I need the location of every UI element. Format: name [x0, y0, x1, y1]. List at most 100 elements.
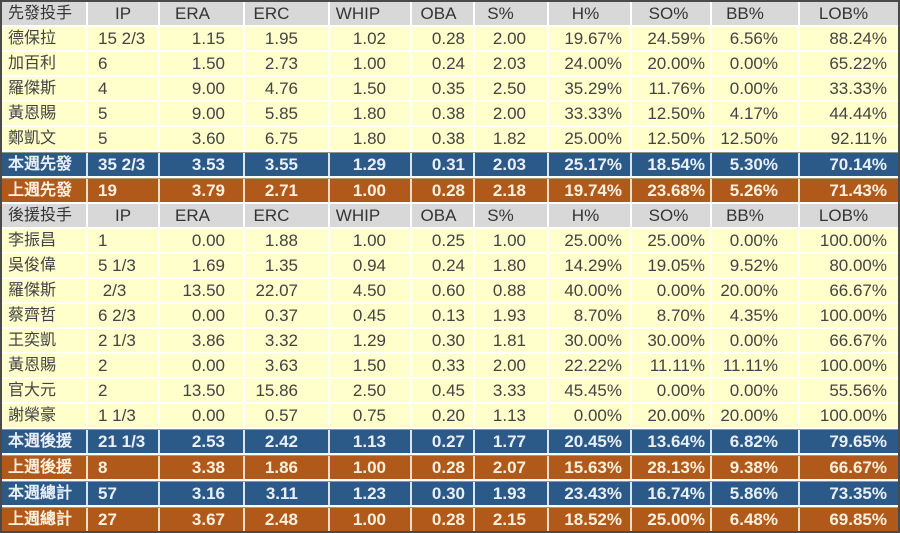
stat-value: 3.32 [245, 329, 330, 352]
stat-value: 2.07 [475, 456, 549, 479]
stat-value: 20.00% [632, 52, 712, 75]
column-header: LOB% [800, 2, 898, 25]
stat-value: 1.93 [475, 304, 549, 327]
stat-value: 6.56% [712, 27, 800, 50]
stat-value: 1.13 [475, 404, 549, 427]
stat-value: 2.73 [245, 52, 330, 75]
table-row: 德保拉 15 2/3 1.15 1.95 1.02 0.28 2.00 19.67% 24.59… [2, 27, 898, 52]
table-row: 鄭凱文 5 3.60 6.75 1.80 0.38 1.82 25.00% 12.50% 12.5… [2, 127, 898, 152]
stat-value: 1.88 [245, 229, 330, 252]
stat-value: 45.45% [549, 379, 632, 402]
column-header: IP [88, 2, 160, 25]
table-row: 官大元 2 13.50 15.86 2.50 0.45 3.33 45.45% 0.00% 0.0… [2, 379, 898, 404]
stat-value: 23.68% [632, 179, 712, 202]
stat-value: 0.28 [412, 179, 475, 202]
stat-value: 9.00 [160, 102, 245, 125]
stat-value: 3.67 [160, 508, 245, 531]
stat-value: 0.00% [712, 77, 800, 100]
stat-value: 1.29 [330, 329, 412, 352]
pitcher-name: 蔡齊哲 [2, 304, 88, 327]
column-header: ERC [245, 204, 330, 227]
stat-value: 1.00 [475, 229, 549, 252]
stat-value: 100.00% [800, 229, 898, 252]
stat-value: 1.82 [475, 127, 549, 150]
column-header: SO% [632, 2, 712, 25]
stat-value: 13.50 [160, 279, 245, 302]
stat-value: 3.63 [245, 354, 330, 377]
column-header: BB% [712, 204, 800, 227]
stat-value: 0.00% [712, 379, 800, 402]
stat-value: 0.45 [412, 379, 475, 402]
stat-value: 2.42 [245, 430, 330, 453]
stat-value: 1.50 [330, 354, 412, 377]
stat-value: 5 1/3 [88, 254, 160, 277]
stat-value: 3.86 [160, 329, 245, 352]
stat-value: 2.00 [475, 354, 549, 377]
stat-value: 2.71 [245, 179, 330, 202]
stat-value: 0.60 [412, 279, 475, 302]
stat-value: 2.18 [475, 179, 549, 202]
stat-value: 0.28 [412, 508, 475, 531]
summary-row: 本週先發 35 2/3 3.53 3.55 1.29 0.31 2.03 25.17% 18.5… [2, 152, 898, 178]
stat-value: 14.29% [549, 254, 632, 277]
table-row: 王奕凱 2 1/3 3.86 3.32 1.29 0.30 1.81 30.00% 30.00%… [2, 329, 898, 354]
stat-value: 88.24% [800, 27, 898, 50]
stat-value: 21 1/3 [88, 430, 160, 453]
stat-value: 33.33% [549, 102, 632, 125]
summary-row: 本週後援 21 1/3 2.53 2.42 1.13 0.27 1.77 20.45% 13.6… [2, 429, 898, 455]
stat-value: 2.00 [475, 27, 549, 50]
stat-value: 80.00% [800, 254, 898, 277]
stat-value: 25.00% [632, 508, 712, 531]
table-row: 加百利 6 1.50 2.73 1.00 0.24 2.03 24.00% 20.00% 0.00… [2, 52, 898, 77]
column-header: S% [475, 2, 549, 25]
pitcher-name: 黃恩賜 [2, 354, 88, 377]
stat-value: 0.88 [475, 279, 549, 302]
stat-value: 4 [88, 77, 160, 100]
stat-value: 8.70% [549, 304, 632, 327]
stat-value: 1.00 [330, 508, 412, 531]
stat-value: 1.95 [245, 27, 330, 50]
stat-value: 44.44% [800, 102, 898, 125]
stat-value: 6.82% [712, 430, 800, 453]
table-row: 李振昌 1 0.00 1.88 1.00 0.25 1.00 25.00% 25.00% 0.00… [2, 229, 898, 254]
stat-value: 12.50% [632, 127, 712, 150]
stat-value: 0.00% [712, 229, 800, 252]
stat-value: 1.81 [475, 329, 549, 352]
stat-value: 0.00 [160, 354, 245, 377]
stat-value: 4.76 [245, 77, 330, 100]
stat-value: 15.86 [245, 379, 330, 402]
stat-value: 2.50 [330, 379, 412, 402]
stat-value: 1.02 [330, 27, 412, 50]
stat-value: 1.00 [330, 229, 412, 252]
stat-value: 0.24 [412, 52, 475, 75]
stat-value: 0.24 [412, 254, 475, 277]
stat-value: 5.85 [245, 102, 330, 125]
stat-value: 3.38 [160, 456, 245, 479]
stat-value: 1.50 [330, 77, 412, 100]
stat-value: 0.35 [412, 77, 475, 100]
stat-value: 100.00% [800, 354, 898, 377]
stat-value: 100.00% [800, 304, 898, 327]
stat-value: 13.64% [632, 430, 712, 453]
stat-value: 3.33 [475, 379, 549, 402]
stat-value: 79.65% [800, 430, 898, 453]
stat-value: 30.00% [549, 329, 632, 352]
section-header-label: 先發投手 [2, 2, 88, 25]
stat-value: 5.26% [712, 179, 800, 202]
stat-value: 1.00 [330, 179, 412, 202]
stat-value: 5 [88, 127, 160, 150]
column-header: LOB% [800, 204, 898, 227]
stat-value: 2.53 [160, 430, 245, 453]
stat-value: 20.00% [712, 279, 800, 302]
stat-value: 12.50% [632, 102, 712, 125]
stat-value: 0.00% [549, 404, 632, 427]
stat-value: 30.00% [632, 329, 712, 352]
stat-value: 9.00 [160, 77, 245, 100]
column-header: S% [475, 204, 549, 227]
table-row: 謝榮豪 1 1/3 0.00 0.57 0.75 0.20 1.13 0.00% 20.00% 2… [2, 404, 898, 429]
stat-value: 8.70% [632, 304, 712, 327]
stat-value: 70.14% [800, 153, 898, 176]
stat-value: 12.50% [712, 127, 800, 150]
table-row: 蔡齊哲 6 2/3 0.00 0.37 0.45 0.13 1.93 8.70% 8.70% 4.… [2, 304, 898, 329]
